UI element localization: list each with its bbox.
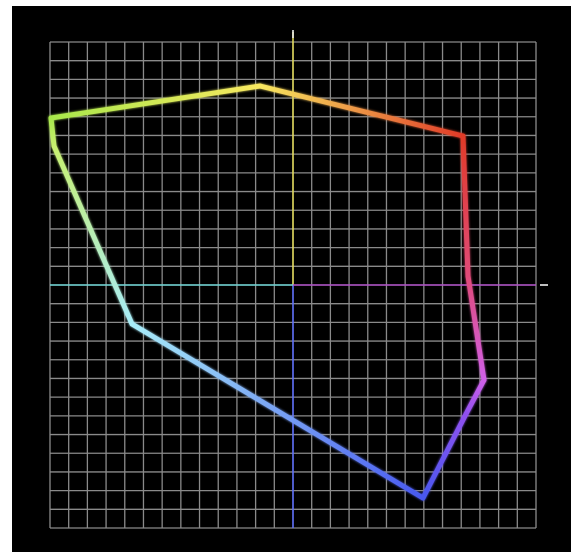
hue-axes	[50, 30, 548, 528]
trace-segment	[465, 273, 487, 383]
trace-segment	[463, 377, 487, 417]
color-gamut-trace	[48, 83, 487, 501]
trace-segment	[48, 115, 57, 149]
trace-segment	[257, 83, 466, 139]
trace-segment	[129, 321, 426, 501]
trace-segment	[420, 411, 469, 501]
trace-segment	[51, 143, 135, 327]
vectorscope-viewer	[12, 6, 571, 552]
trace-segment	[460, 133, 471, 279]
vectorscope-plot	[48, 30, 548, 529]
trace-segment	[48, 83, 263, 121]
